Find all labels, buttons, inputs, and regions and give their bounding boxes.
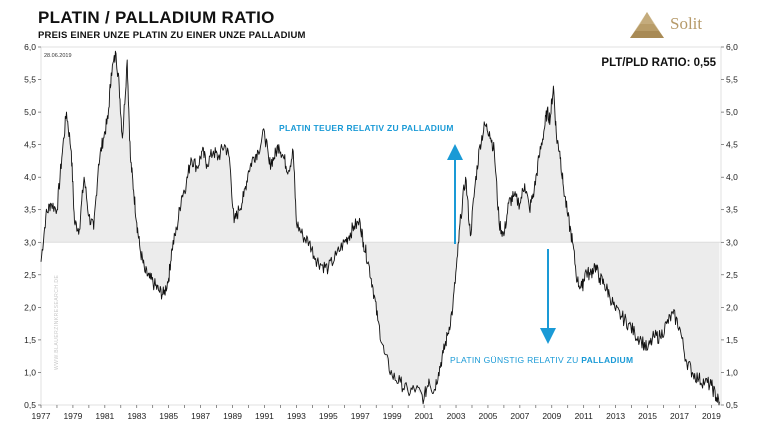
y-tick-label-right: 6,0	[726, 42, 738, 52]
y-tick-label-right: 1,0	[726, 367, 738, 377]
x-tick-label: 1985	[159, 411, 178, 421]
x-tick-label: 1979	[63, 411, 82, 421]
x-tick-label: 1989	[223, 411, 242, 421]
y-tick-label-left: 5,0	[24, 107, 36, 117]
y-tick-label-left: 4,5	[24, 140, 36, 150]
series-line-group	[40, 50, 720, 406]
x-tick-label: 1999	[383, 411, 402, 421]
y-tick-label-left: 3,5	[24, 205, 36, 215]
y-tick-label-left: 4,0	[24, 172, 36, 182]
y-tick-label-left: 6,0	[24, 42, 36, 52]
x-tick-label: 1987	[191, 411, 210, 421]
x-tick-label: 2017	[670, 411, 689, 421]
series-line	[40, 50, 720, 406]
x-tick-label: 2015	[638, 411, 657, 421]
fill-area	[41, 53, 720, 402]
x-tick-label: 1995	[319, 411, 338, 421]
brand-logo: Solit	[628, 10, 738, 42]
axes: 0,5 0,5 1,0 1,0 1,5 1,5 2,0 2,0 2,5 2,5 3,0 3,0 3,5 3…	[24, 42, 738, 421]
y-tick-label-left: 5,5	[24, 75, 36, 85]
annotation-cheap: PLATIN GÜNSTIG RELATIV ZU PALLADIUM	[450, 355, 633, 365]
y-tick-label-left: 1,5	[24, 335, 36, 345]
y-tick-label-left: 3,0	[24, 237, 36, 247]
y-tick-label-right: 5,0	[726, 107, 738, 117]
y-tick-label-right: 5,5	[726, 75, 738, 85]
pyramid-icon	[630, 12, 664, 38]
x-tick-label: 1983	[127, 411, 146, 421]
plot-frame	[40, 46, 722, 406]
x-tick-label: 2009	[542, 411, 561, 421]
x-tick-label: 1981	[95, 411, 114, 421]
x-tick-label: 1977	[32, 411, 51, 421]
annotation-expensive: PLATIN TEUER RELATIV ZU PALLADIUM	[279, 123, 454, 133]
annotation-cheap-prefix: PLATIN GÜNSTIG RELATIV ZU	[450, 355, 581, 365]
chart-subtitle: PREIS EINER UNZE PLATIN ZU EINER UNZE PA…	[38, 30, 306, 41]
y-tick-label-left: 2,0	[24, 302, 36, 312]
x-tick-label: 2007	[510, 411, 529, 421]
y-tick-label-right: 4,0	[726, 172, 738, 182]
x-tick-label: 2001	[415, 411, 434, 421]
watermark: WWW.BLAUERZINKRESEARCH.DE	[54, 275, 60, 370]
y-tick-label-right: 3,5	[726, 205, 738, 215]
brand-logo-text: Solit	[670, 14, 703, 33]
x-tick-label: 1997	[351, 411, 370, 421]
x-tick-label: 1993	[287, 411, 306, 421]
chart-title: PLATIN / PALLADIUM RATIO	[38, 8, 275, 27]
y-tick-label-right: 4,5	[726, 140, 738, 150]
date-label: 28.06.2019	[44, 53, 72, 59]
x-tick-label: 2005	[478, 411, 497, 421]
x-tick-label: 1991	[255, 411, 274, 421]
y-tick-label-right: 2,5	[726, 270, 738, 280]
x-tick-label: 2019	[702, 411, 721, 421]
y-tick-label-left: 0,5	[24, 400, 36, 410]
y-tick-label-left: 2,5	[24, 270, 36, 280]
x-tick-label: 2013	[606, 411, 625, 421]
y-tick-label-right: 2,0	[726, 302, 738, 312]
reference-fill-area	[41, 53, 720, 402]
y-tick-label-right: 3,0	[726, 237, 738, 247]
y-tick-label-left: 1,0	[24, 367, 36, 377]
annotation-cheap-bold: PALLADIUM	[581, 355, 633, 365]
ratio-value-label: PLT/PLD RATIO: 0,55	[601, 57, 716, 69]
y-tick-label-right: 1,5	[726, 335, 738, 345]
x-tick-label: 2003	[447, 411, 466, 421]
y-tick-label-right: 0,5	[726, 400, 738, 410]
x-tick-label: 2011	[575, 411, 594, 421]
